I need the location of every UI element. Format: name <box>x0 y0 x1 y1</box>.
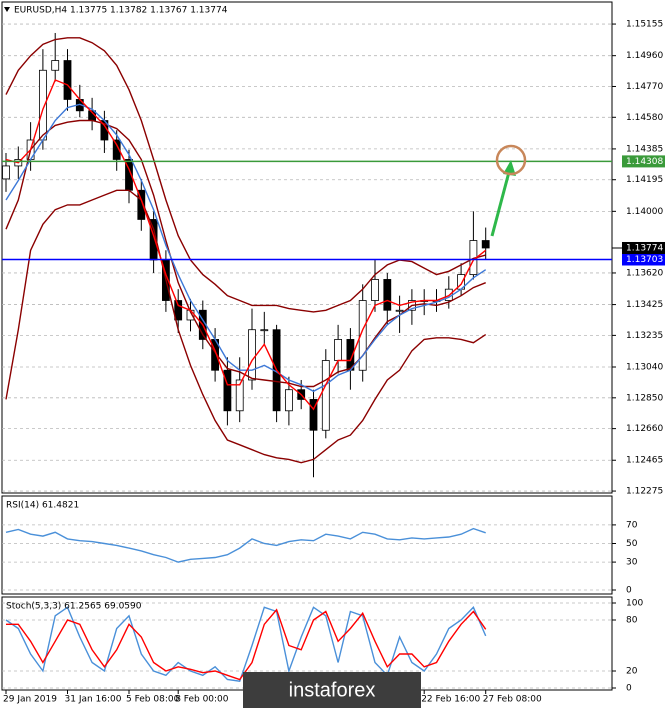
y-tick-label: 80 <box>626 616 638 626</box>
level-label: 1.13703 <box>626 255 663 265</box>
candle-body <box>481 240 490 249</box>
y-tick-label: 50 <box>626 539 638 549</box>
panel-frame <box>1 495 613 595</box>
candle-body <box>371 279 379 301</box>
last-price-label: 1.13774 <box>626 243 663 253</box>
series-line <box>5 37 486 313</box>
y-tick-label: 1.13235 <box>626 331 663 341</box>
panel-title: RSI(14) 61.4821 <box>6 501 79 511</box>
candle-body <box>137 189 146 220</box>
x-tick-label: 8 Feb 00:00 <box>175 695 229 705</box>
y-tick-label: 1.14000 <box>626 207 663 217</box>
y-tick-label: 1.13620 <box>626 268 663 278</box>
title-icon <box>4 7 10 12</box>
panel <box>2 524 612 591</box>
y-tick-label: 100 <box>626 599 643 609</box>
x-tick-label: 29 Jan 2019 <box>3 695 57 705</box>
series-line <box>5 527 486 563</box>
y-tick-label: 1.13040 <box>626 363 663 373</box>
candle-body <box>51 60 60 71</box>
y-tick-label: 1.14770 <box>626 82 663 92</box>
x-tick-label: 5 Feb 08:00 <box>126 695 180 705</box>
candle-body <box>112 139 121 160</box>
panel <box>2 23 612 492</box>
candle-body <box>63 60 72 100</box>
y-tick-label: 30 <box>626 558 638 568</box>
y-tick-label: 1.13425 <box>626 300 663 310</box>
candle-body <box>235 379 244 412</box>
panel-title: Stoch(5,3,3) 61.2565 69.0590 <box>6 602 142 612</box>
last-price-box <box>622 241 665 254</box>
panel <box>2 602 612 689</box>
watermark: instaforex <box>289 679 376 701</box>
y-tick-label: 70 <box>626 520 638 530</box>
y-tick-label: 1.14580 <box>626 113 663 123</box>
candle-body <box>383 279 392 311</box>
candle-body <box>174 300 183 321</box>
x-tick-label: 27 Feb 08:00 <box>483 695 542 705</box>
candle-body <box>2 165 10 180</box>
panel-frame <box>1 1 613 494</box>
level-label-box <box>622 155 665 168</box>
candle-body <box>248 329 256 381</box>
series-line <box>5 119 486 388</box>
y-tick-label: 1.12850 <box>626 393 663 403</box>
x-tick-label: 22 Feb 16:00 <box>421 695 480 705</box>
candle-body <box>260 329 269 332</box>
annotation-arrow <box>490 171 511 237</box>
series-line <box>6 608 487 681</box>
series-line <box>5 606 487 682</box>
candle-body <box>395 309 404 312</box>
y-tick-label: 1.14960 <box>626 51 663 61</box>
y-tick-label: 1.14195 <box>626 175 663 185</box>
candle-body <box>223 369 232 412</box>
candle-body <box>334 339 343 361</box>
candle-body <box>358 300 367 371</box>
series-line <box>5 189 487 464</box>
panel-body <box>2 602 612 689</box>
panel-body <box>2 524 612 591</box>
y-tick-label: 1.14385 <box>626 144 663 154</box>
y-tick-label: 0 <box>626 586 632 596</box>
panel-body <box>2 23 612 492</box>
series-line <box>5 79 487 411</box>
y-tick-label: 1.12660 <box>626 424 663 434</box>
y-tick-label: 0 <box>626 684 632 694</box>
target-circle <box>495 144 527 176</box>
y-tick-label: 1.12465 <box>626 456 663 466</box>
x-tick-label: 31 Jan 16:00 <box>65 695 122 705</box>
level-label: 1.14308 <box>626 157 663 167</box>
watermark-box <box>243 672 421 708</box>
panel-title: EURUSD,H4 1.13775 1.13782 1.13767 1.1377… <box>14 6 228 16</box>
y-tick-label: 20 <box>626 667 638 677</box>
candle-body <box>321 360 330 431</box>
level-label-box <box>622 253 665 266</box>
candle-body <box>284 389 293 412</box>
y-tick-label: 1.12275 <box>626 487 663 497</box>
y-tick-label: 1.15155 <box>626 20 663 30</box>
candle-body <box>309 399 318 431</box>
